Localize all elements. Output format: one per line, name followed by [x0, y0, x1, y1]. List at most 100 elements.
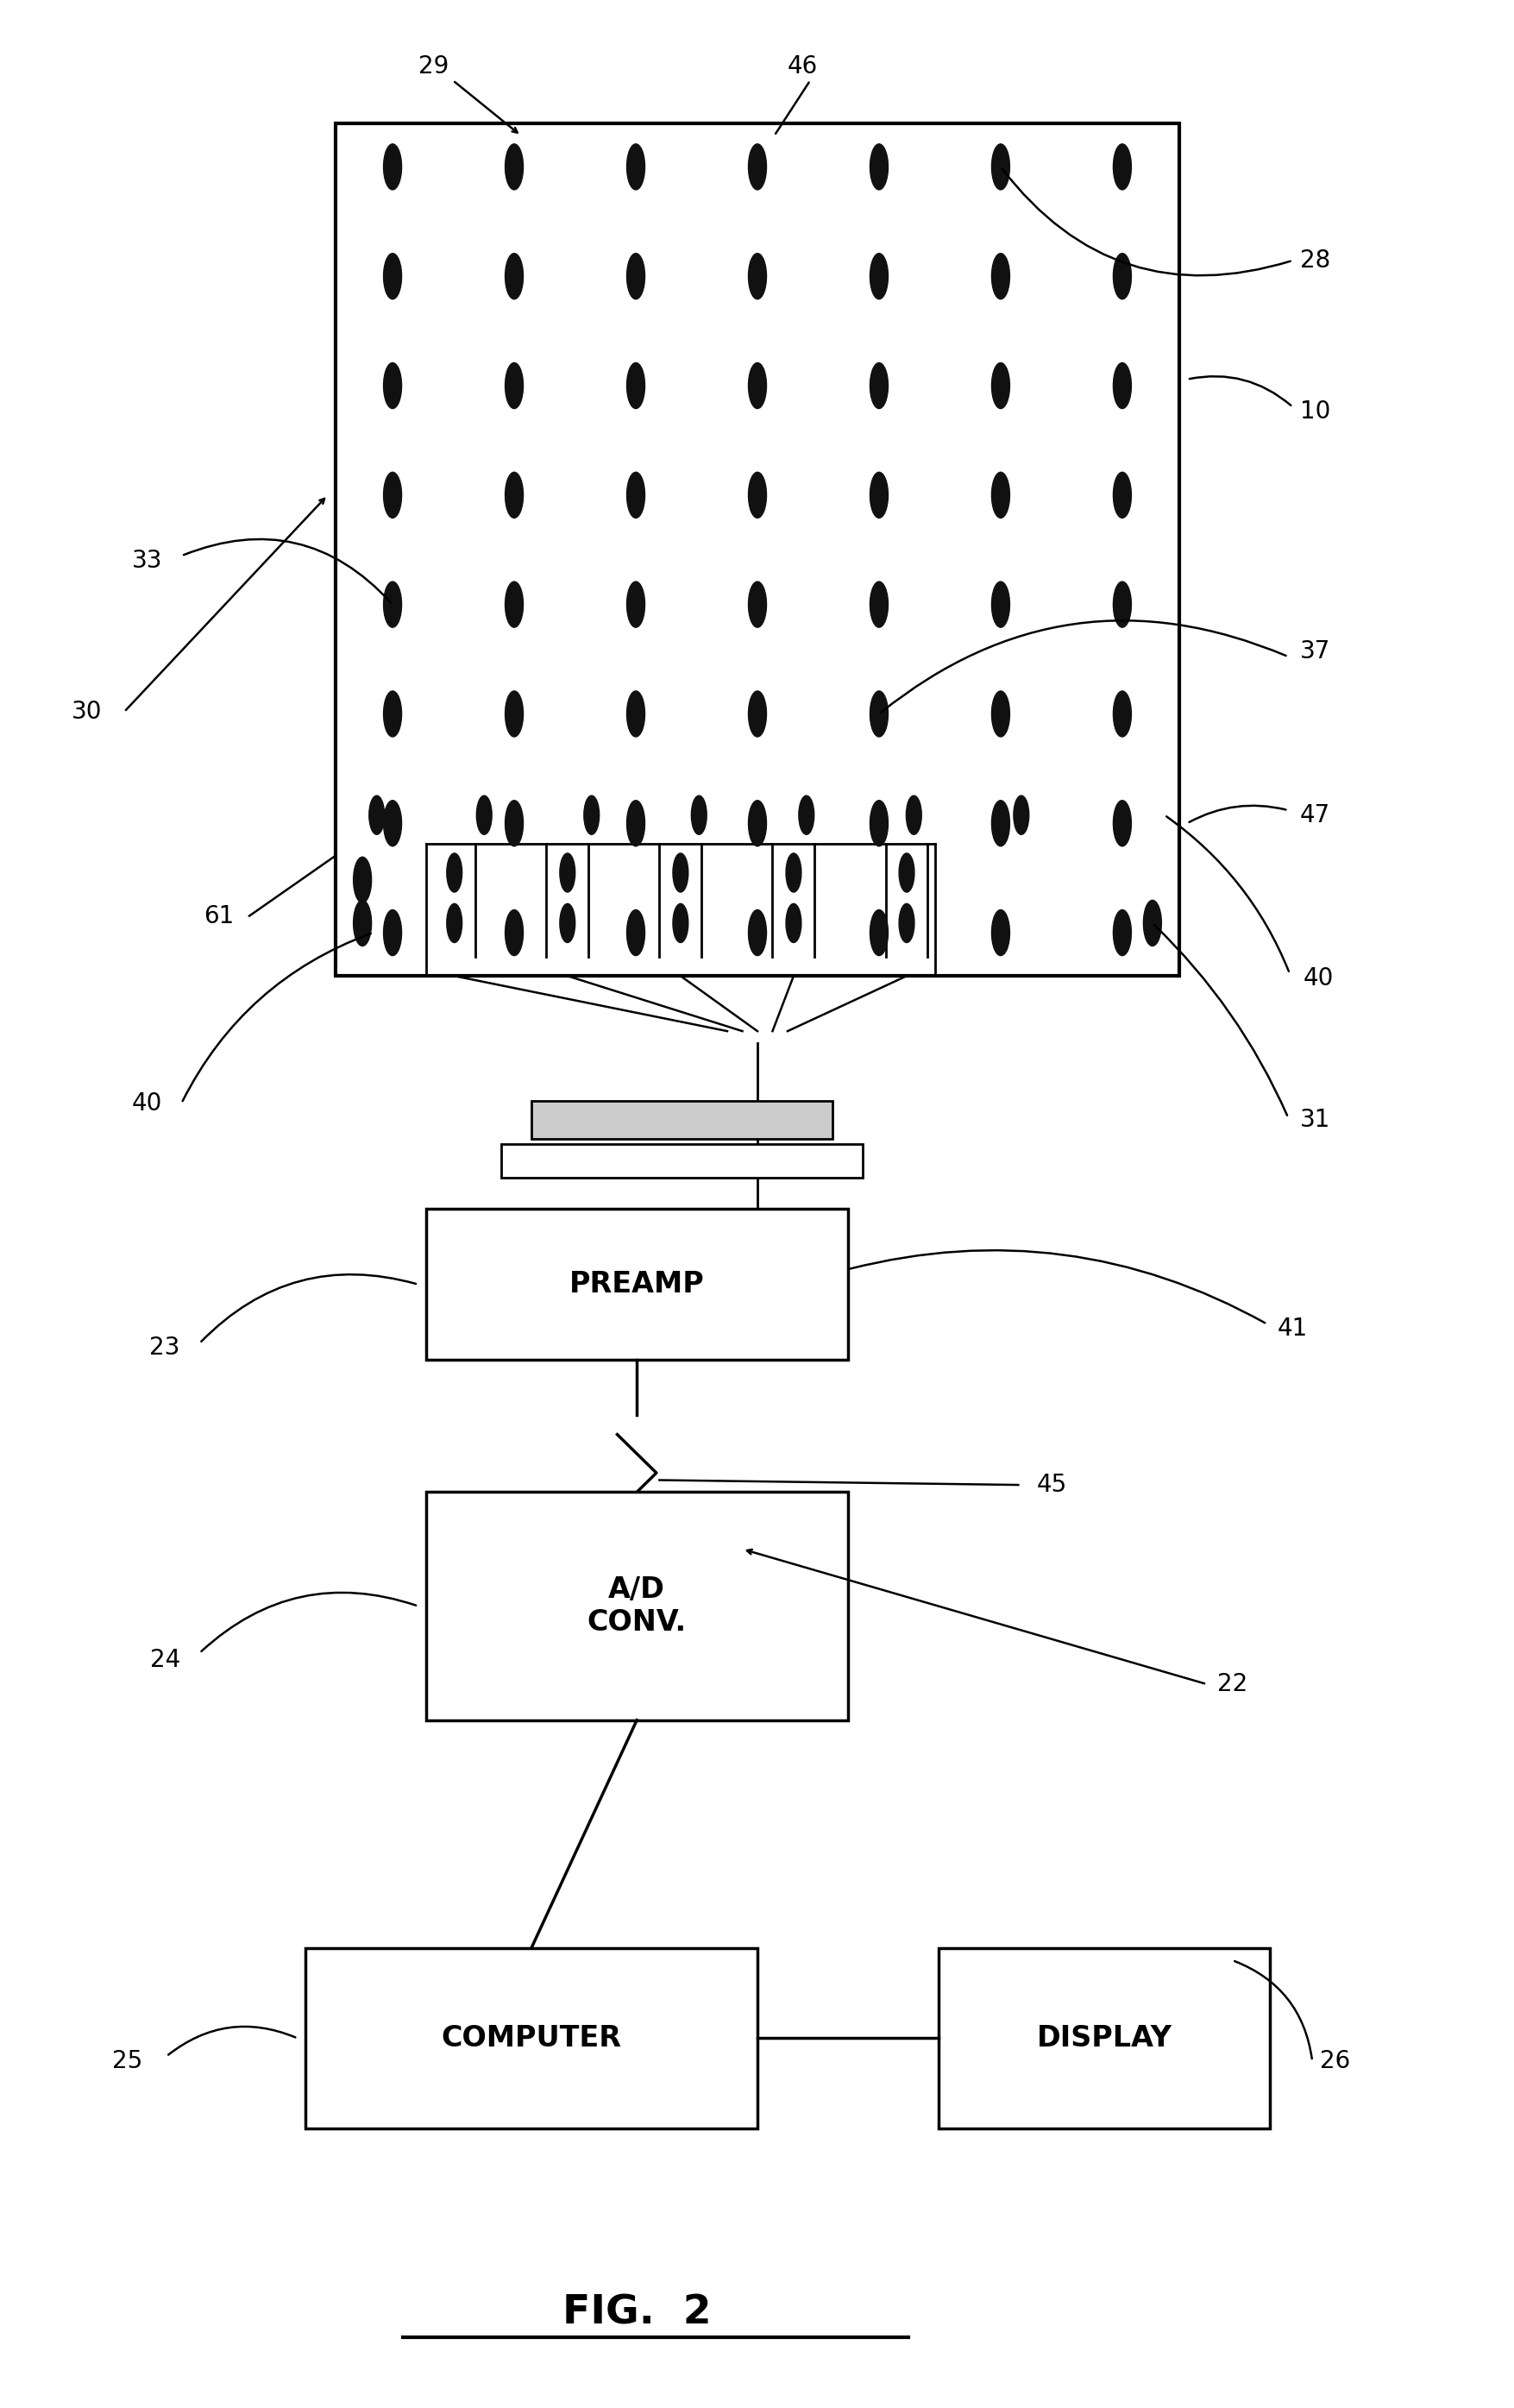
Ellipse shape — [477, 795, 492, 836]
Ellipse shape — [383, 472, 401, 518]
Ellipse shape — [1013, 795, 1028, 836]
Text: FIG.  2: FIG. 2 — [562, 2295, 712, 2333]
Ellipse shape — [627, 910, 645, 956]
Text: 30: 30 — [71, 701, 101, 725]
Text: 23: 23 — [150, 1336, 180, 1361]
Text: 40: 40 — [132, 1091, 162, 1115]
Ellipse shape — [869, 253, 887, 299]
Ellipse shape — [748, 799, 766, 845]
Ellipse shape — [869, 799, 887, 845]
Text: 47: 47 — [1299, 802, 1329, 826]
Ellipse shape — [383, 144, 401, 190]
Ellipse shape — [992, 910, 1010, 956]
Ellipse shape — [383, 910, 401, 956]
Text: A/D
CONV.: A/D CONV. — [587, 1575, 686, 1637]
Ellipse shape — [504, 910, 522, 956]
Ellipse shape — [748, 253, 766, 299]
Text: 25: 25 — [112, 2049, 142, 2073]
Ellipse shape — [504, 253, 522, 299]
Ellipse shape — [383, 253, 401, 299]
Ellipse shape — [992, 583, 1010, 628]
Text: 31: 31 — [1299, 1108, 1329, 1132]
Ellipse shape — [383, 583, 401, 628]
Text: 26: 26 — [1319, 2049, 1349, 2073]
Ellipse shape — [690, 795, 707, 836]
Text: 45: 45 — [1036, 1474, 1066, 1498]
Bar — [531, 1100, 833, 1139]
Text: 22: 22 — [1216, 1671, 1248, 1695]
Ellipse shape — [1113, 253, 1131, 299]
Ellipse shape — [1143, 901, 1161, 946]
Text: 40: 40 — [1302, 966, 1332, 990]
Text: 41: 41 — [1276, 1317, 1307, 1341]
Ellipse shape — [1113, 910, 1131, 956]
Ellipse shape — [1113, 691, 1131, 737]
Bar — [937, 1948, 1269, 2129]
Ellipse shape — [383, 799, 401, 845]
Ellipse shape — [627, 364, 645, 409]
Ellipse shape — [748, 583, 766, 628]
Ellipse shape — [627, 472, 645, 518]
Ellipse shape — [869, 583, 887, 628]
Ellipse shape — [748, 691, 766, 737]
Ellipse shape — [869, 364, 887, 409]
Text: 33: 33 — [132, 549, 162, 573]
Ellipse shape — [504, 144, 522, 190]
Ellipse shape — [869, 472, 887, 518]
Ellipse shape — [1113, 799, 1131, 845]
Ellipse shape — [627, 691, 645, 737]
Text: 28: 28 — [1299, 248, 1329, 272]
Text: 29: 29 — [418, 53, 448, 77]
Ellipse shape — [627, 253, 645, 299]
Ellipse shape — [1113, 583, 1131, 628]
Ellipse shape — [504, 799, 522, 845]
Ellipse shape — [672, 903, 687, 942]
Ellipse shape — [992, 144, 1010, 190]
Ellipse shape — [1113, 144, 1131, 190]
Ellipse shape — [504, 691, 522, 737]
Bar — [304, 1948, 757, 2129]
Ellipse shape — [992, 691, 1010, 737]
Ellipse shape — [1113, 364, 1131, 409]
Ellipse shape — [447, 903, 462, 942]
Ellipse shape — [627, 144, 645, 190]
Ellipse shape — [1113, 472, 1131, 518]
Ellipse shape — [447, 852, 462, 891]
Ellipse shape — [748, 144, 766, 190]
Ellipse shape — [905, 795, 921, 836]
Text: 46: 46 — [787, 53, 818, 77]
Ellipse shape — [627, 799, 645, 845]
Ellipse shape — [786, 903, 801, 942]
Ellipse shape — [798, 795, 813, 836]
Ellipse shape — [869, 691, 887, 737]
Ellipse shape — [898, 852, 914, 891]
Ellipse shape — [748, 910, 766, 956]
Text: DISPLAY: DISPLAY — [1036, 2025, 1172, 2052]
Ellipse shape — [627, 583, 645, 628]
Ellipse shape — [992, 472, 1010, 518]
Bar — [335, 123, 1179, 975]
Ellipse shape — [504, 472, 522, 518]
Ellipse shape — [504, 364, 522, 409]
Ellipse shape — [504, 583, 522, 628]
Ellipse shape — [992, 253, 1010, 299]
Text: COMPUTER: COMPUTER — [441, 2025, 621, 2052]
Ellipse shape — [748, 364, 766, 409]
Bar — [425, 1493, 848, 1719]
Text: 10: 10 — [1299, 400, 1329, 424]
Ellipse shape — [353, 857, 371, 903]
Bar — [501, 1144, 863, 1178]
Bar — [425, 1209, 848, 1361]
Ellipse shape — [383, 364, 401, 409]
Ellipse shape — [869, 144, 887, 190]
Ellipse shape — [560, 903, 575, 942]
Text: PREAMP: PREAMP — [569, 1269, 704, 1298]
Ellipse shape — [353, 901, 371, 946]
Ellipse shape — [992, 799, 1010, 845]
Ellipse shape — [992, 364, 1010, 409]
Ellipse shape — [672, 852, 687, 891]
Text: 37: 37 — [1299, 641, 1329, 665]
Ellipse shape — [369, 795, 385, 836]
Ellipse shape — [786, 852, 801, 891]
Ellipse shape — [560, 852, 575, 891]
